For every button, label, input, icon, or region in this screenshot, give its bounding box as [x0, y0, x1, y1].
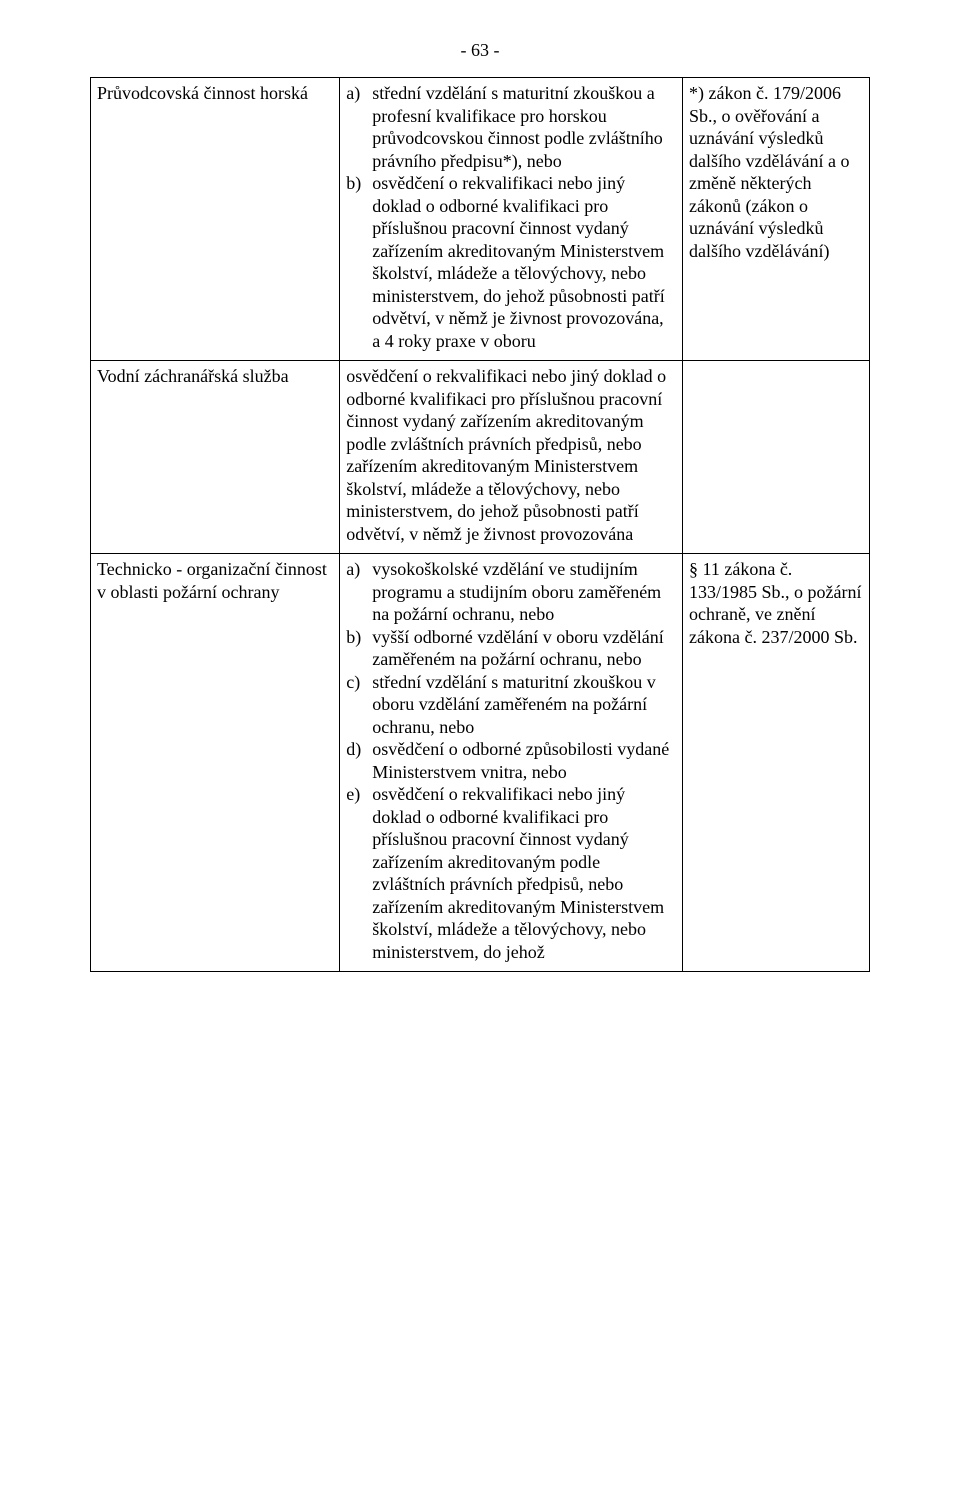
cell-reference: *) zákon č. 179/2006 Sb., o ověřování a …: [683, 78, 870, 361]
cell-qualification: a) střední vzdělání s maturitní zkouškou…: [340, 78, 683, 361]
cell-qualification: osvědčení o rekvalifikaci nebo jiný dokl…: [340, 361, 683, 554]
activity-text: Technicko - organizační činnost v oblast…: [97, 558, 333, 603]
list-text: střední vzdělání s maturitní zkouškou a …: [372, 82, 676, 172]
list-item: c) střední vzdělání s maturitní zkouškou…: [346, 671, 676, 739]
list-text: střední vzdělání s maturitní zkouškou v …: [372, 671, 676, 739]
qualification-text: osvědčení o rekvalifikaci nebo jiný dokl…: [346, 365, 676, 545]
list-item: d) osvědčení o odborné způsobilosti vyda…: [346, 738, 676, 783]
table-row: Vodní záchranářská služba osvědčení o re…: [91, 361, 870, 554]
list-marker: d): [346, 738, 372, 761]
list-marker: a): [346, 558, 372, 581]
reference-text: § 11 zákona č. 133/1985 Sb., o požární o…: [689, 558, 863, 648]
qualification-list: a) střední vzdělání s maturitní zkouškou…: [346, 82, 676, 352]
reference-text: *) zákon č. 179/2006 Sb., o ověřování a …: [689, 82, 863, 262]
list-item: e) osvědčení o rekvalifikaci nebo jiný d…: [346, 783, 676, 963]
list-marker: b): [346, 172, 372, 195]
cell-reference: [683, 361, 870, 554]
qualification-list: a) vysokoškolské vzdělání ve studijním p…: [346, 558, 676, 963]
page-number: - 63 -: [90, 40, 870, 61]
table-row: Technicko - organizační činnost v oblast…: [91, 554, 870, 972]
list-text: vysokoškolské vzdělání ve studijním prog…: [372, 558, 676, 626]
list-item: b) vyšší odborné vzdělání v oboru vzdělá…: [346, 626, 676, 671]
list-marker: b): [346, 626, 372, 649]
cell-activity: Průvodcovská činnost horská: [91, 78, 340, 361]
list-marker: e): [346, 783, 372, 806]
activity-text: Průvodcovská činnost horská: [97, 82, 333, 105]
activity-text: Vodní záchranářská služba: [97, 365, 333, 388]
list-item: a) střední vzdělání s maturitní zkouškou…: [346, 82, 676, 172]
list-text: osvědčení o rekvalifikaci nebo jiný dokl…: [372, 783, 676, 963]
document-table: Průvodcovská činnost horská a) střední v…: [90, 77, 870, 972]
list-marker: c): [346, 671, 372, 694]
list-text: vyšší odborné vzdělání v oboru vzdělání …: [372, 626, 676, 671]
list-marker: a): [346, 82, 372, 105]
cell-activity: Technicko - organizační činnost v oblast…: [91, 554, 340, 972]
list-text: osvědčení o rekvalifikaci nebo jiný dokl…: [372, 172, 676, 352]
cell-reference: § 11 zákona č. 133/1985 Sb., o požární o…: [683, 554, 870, 972]
list-item: a) vysokoškolské vzdělání ve studijním p…: [346, 558, 676, 626]
table-row: Průvodcovská činnost horská a) střední v…: [91, 78, 870, 361]
cell-activity: Vodní záchranářská služba: [91, 361, 340, 554]
list-text: osvědčení o odborné způsobilosti vydané …: [372, 738, 676, 783]
list-item: b) osvědčení o rekvalifikaci nebo jiný d…: [346, 172, 676, 352]
cell-qualification: a) vysokoškolské vzdělání ve studijním p…: [340, 554, 683, 972]
